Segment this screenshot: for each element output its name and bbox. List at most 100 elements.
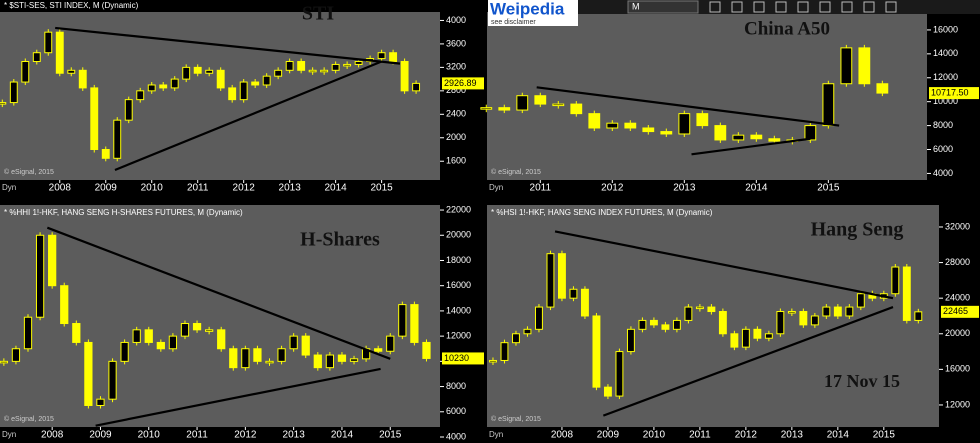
candle <box>35 234 45 318</box>
candle <box>331 63 340 71</box>
x-tick-label: 2008 <box>551 430 574 441</box>
y-tick-label: 8000 <box>933 120 953 130</box>
candle <box>313 354 322 369</box>
candle <box>588 113 601 129</box>
x-tick-label: 2010 <box>643 430 666 441</box>
candle <box>523 328 532 335</box>
candle <box>672 319 681 330</box>
candle <box>144 329 153 343</box>
candle <box>11 348 21 362</box>
candle <box>60 285 69 325</box>
plot-area <box>487 205 939 427</box>
dyn-label: Dyn <box>2 183 16 192</box>
dyn-label: Dyn <box>489 430 503 439</box>
toolbar-icon[interactable] <box>863 1 875 13</box>
toolbar-icon[interactable] <box>819 1 831 13</box>
candle <box>845 306 854 317</box>
watermark: © eSignal, 2015 <box>491 415 541 423</box>
x-tick-label: 2009 <box>89 430 112 441</box>
toolbar-icon[interactable] <box>841 1 853 13</box>
candle <box>707 306 716 313</box>
panel-header: * $STI-SES, STI INDEX, M (Dynamic) <box>4 1 139 10</box>
candle <box>182 66 191 80</box>
x-tick-label: 2015 <box>370 183 393 194</box>
x-tick-label: 2012 <box>601 183 624 194</box>
candle <box>678 113 691 135</box>
toolbar-icon[interactable] <box>731 1 743 13</box>
candle <box>661 324 670 330</box>
candle <box>159 84 168 89</box>
chart-title: STI <box>302 3 334 25</box>
candle <box>55 31 64 74</box>
candle <box>840 47 853 85</box>
candle <box>410 304 419 343</box>
toolbar-icon[interactable] <box>885 1 897 13</box>
x-tick-label: 2010 <box>138 430 161 441</box>
last-price-box <box>442 77 484 90</box>
candle <box>500 342 509 361</box>
x-tick-label: 2012 <box>735 430 758 441</box>
toolbar-icon[interactable] <box>775 1 787 13</box>
toolbar-icon[interactable] <box>797 1 809 13</box>
logo-note: see disclaimer <box>491 19 536 26</box>
y-tick-label: 32000 <box>945 221 970 231</box>
toolbar-icon[interactable] <box>753 1 765 13</box>
trend-line <box>46 226 391 360</box>
y-tick-label: 22000 <box>446 204 471 214</box>
candle <box>96 398 105 406</box>
x-tick-label: 2010 <box>141 183 164 194</box>
last-price-box <box>442 352 484 365</box>
y-tick-label: 3600 <box>446 38 466 48</box>
candle <box>354 61 363 65</box>
y-tick-label: 3200 <box>446 62 466 72</box>
chart-panel: * %HHI 1!-HKF, HANG SENG H-SHARES FUTURE… <box>0 203 485 443</box>
candle <box>90 87 99 150</box>
dyn-label: Dyn <box>2 430 16 439</box>
candle <box>72 323 81 343</box>
candle <box>856 293 865 308</box>
panel-header: * %HSI 1!-HKF, HANG SENG INDEX FUTURES, … <box>491 208 713 217</box>
candle <box>480 107 493 110</box>
candle <box>603 386 612 397</box>
chart-panel: * %HSI 1!-HKF, HANG SENG INDEX FUTURES, … <box>487 203 980 443</box>
candle <box>349 358 359 362</box>
plot-area <box>0 205 440 427</box>
candle <box>558 253 566 299</box>
plot-area <box>487 12 927 180</box>
logo-box <box>488 0 578 26</box>
last-price-label: 10230 <box>444 353 469 363</box>
candle <box>422 341 431 359</box>
candle <box>120 341 129 362</box>
candle <box>787 311 796 314</box>
x-tick-label: 2015 <box>379 430 402 441</box>
trend-line <box>602 306 894 417</box>
candle <box>147 84 156 92</box>
candle <box>239 81 248 101</box>
period-dropdown[interactable] <box>627 0 699 14</box>
candle <box>833 306 842 317</box>
candle <box>297 61 306 71</box>
candle <box>217 329 226 350</box>
last-price-box <box>941 305 979 318</box>
candle <box>606 122 619 129</box>
x-tick-label: 2015 <box>873 430 896 441</box>
candle <box>343 63 352 67</box>
candle <box>156 341 165 350</box>
candle <box>0 102 7 105</box>
candle <box>0 360 8 364</box>
candle <box>638 319 647 330</box>
x-tick-label: 2013 <box>279 183 302 194</box>
y-tick-label: 12000 <box>446 331 471 341</box>
candle <box>285 61 294 71</box>
x-tick-label: 2011 <box>187 183 209 194</box>
candle <box>489 359 497 363</box>
candle <box>301 335 310 356</box>
candle <box>168 335 178 350</box>
y-tick-label: 2800 <box>446 85 466 95</box>
y-tick-label: 20000 <box>446 230 471 240</box>
y-tick-label: 18000 <box>446 255 471 265</box>
y-tick-label: 1600 <box>446 156 466 166</box>
toolbar-icon[interactable] <box>709 1 721 13</box>
candle <box>741 328 750 348</box>
candle <box>320 69 329 73</box>
